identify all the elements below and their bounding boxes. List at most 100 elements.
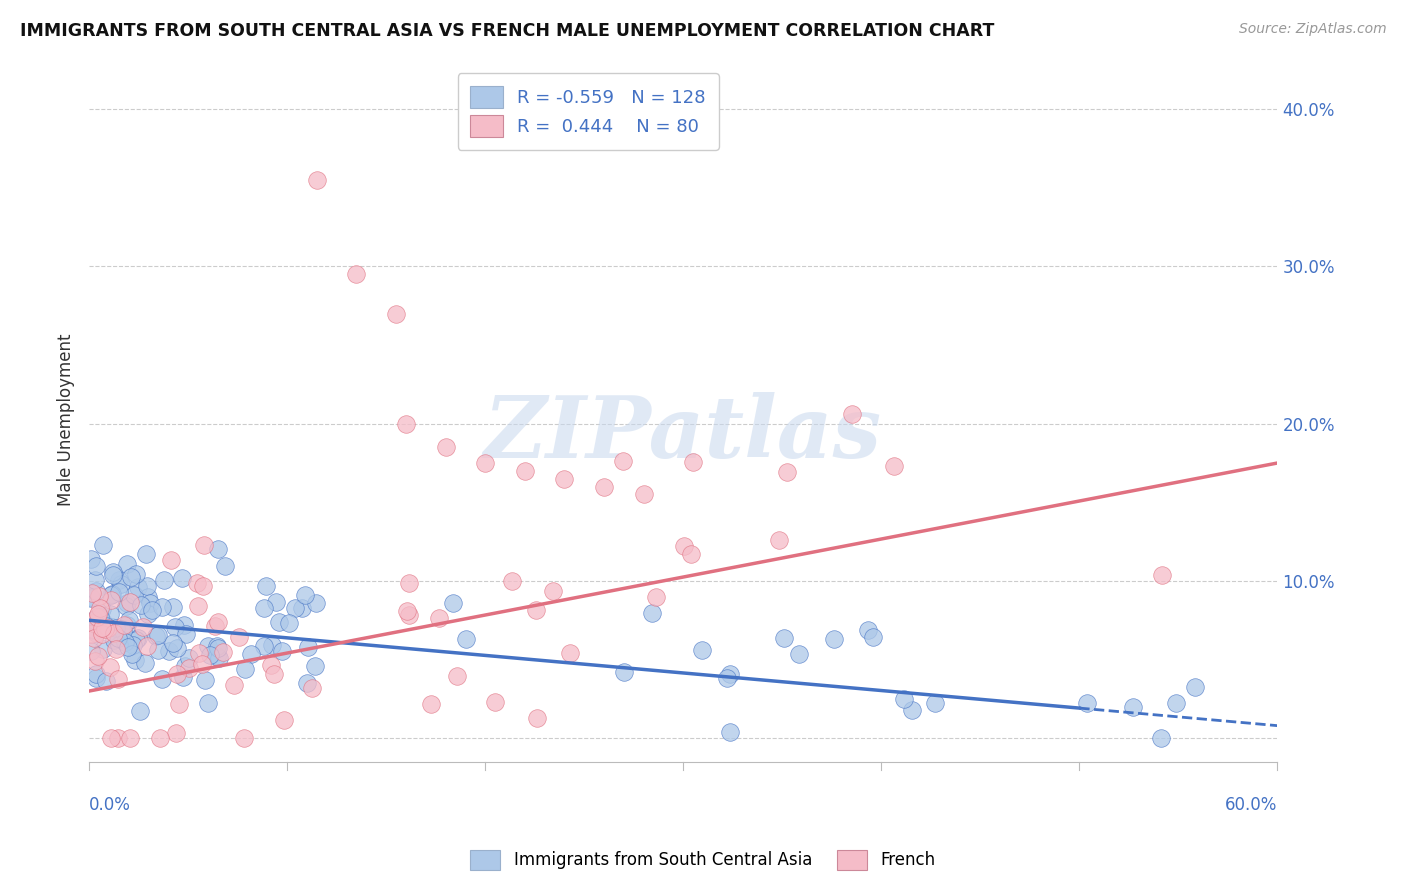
Point — [187, 599, 209, 613]
Point — [207, 641, 229, 656]
Point — [124, 566, 146, 581]
Point — [212, 645, 235, 659]
Point — [103, 633, 125, 648]
Point — [153, 573, 176, 587]
Point — [883, 458, 905, 473]
Y-axis label: Male Unemployment: Male Unemployment — [58, 334, 75, 506]
Point — [96, 673, 118, 688]
Point — [235, 662, 257, 676]
Point — [91, 641, 114, 656]
Point — [427, 611, 450, 625]
Point — [191, 579, 214, 593]
Point — [83, 631, 105, 645]
Point — [97, 621, 120, 635]
Point — [141, 603, 163, 617]
Point — [101, 568, 124, 582]
Point — [716, 671, 738, 685]
Point — [772, 631, 794, 645]
Point — [718, 667, 741, 681]
Point — [83, 613, 105, 627]
Point — [152, 672, 174, 686]
Point — [104, 641, 127, 656]
Point — [100, 593, 122, 607]
Point — [115, 557, 138, 571]
Point — [188, 646, 211, 660]
Point — [277, 616, 299, 631]
Point — [1150, 568, 1173, 582]
Point — [86, 625, 108, 640]
Point — [297, 640, 319, 654]
Point — [91, 538, 114, 552]
Point — [80, 644, 103, 658]
Point — [110, 577, 132, 591]
Point — [84, 672, 107, 686]
Point — [127, 631, 149, 645]
Point — [112, 618, 135, 632]
Point — [129, 598, 152, 612]
Point — [115, 618, 138, 632]
Point — [118, 613, 141, 627]
Point — [197, 639, 219, 653]
Point — [167, 698, 190, 712]
Point — [120, 569, 142, 583]
Point — [87, 648, 110, 663]
Point — [524, 602, 547, 616]
Legend: R = -0.559   N = 128, R =  0.444    N = 80: R = -0.559 N = 128, R = 0.444 N = 80 — [458, 73, 718, 150]
Point — [419, 697, 441, 711]
Point — [924, 696, 946, 710]
Point — [91, 627, 114, 641]
Point — [114, 635, 136, 649]
Point — [776, 465, 799, 479]
Point — [673, 540, 696, 554]
Point — [446, 669, 468, 683]
Point — [441, 596, 464, 610]
Point — [454, 632, 477, 647]
Point — [513, 464, 536, 478]
Point — [398, 575, 420, 590]
Point — [198, 648, 221, 662]
Point — [84, 667, 107, 681]
Point — [191, 657, 214, 671]
Point — [207, 615, 229, 630]
Point — [253, 601, 276, 615]
Point — [100, 588, 122, 602]
Point — [396, 604, 419, 618]
Point — [159, 644, 181, 658]
Point — [103, 566, 125, 580]
Point — [90, 621, 112, 635]
Point — [82, 623, 104, 637]
Point — [146, 643, 169, 657]
Point — [900, 703, 922, 717]
Point — [644, 591, 666, 605]
Point — [162, 599, 184, 614]
Point — [474, 456, 496, 470]
Text: 60.0%: 60.0% — [1225, 797, 1278, 814]
Point — [301, 681, 323, 696]
Point — [103, 626, 125, 640]
Point — [162, 635, 184, 649]
Point — [273, 713, 295, 727]
Point — [159, 552, 181, 566]
Point — [254, 579, 277, 593]
Point — [108, 638, 131, 652]
Point — [214, 559, 236, 574]
Point — [297, 675, 319, 690]
Point — [679, 547, 702, 561]
Point — [94, 622, 117, 636]
Point — [80, 552, 103, 566]
Point — [150, 599, 173, 614]
Point — [718, 725, 741, 739]
Point — [117, 640, 139, 655]
Point — [107, 672, 129, 686]
Point — [87, 590, 110, 604]
Point — [1076, 697, 1098, 711]
Point — [260, 657, 283, 672]
Point — [526, 711, 548, 725]
Point — [84, 584, 107, 599]
Point — [284, 600, 307, 615]
Point — [205, 639, 228, 653]
Point — [90, 602, 112, 616]
Point — [87, 618, 110, 632]
Point — [166, 666, 188, 681]
Point — [98, 607, 121, 621]
